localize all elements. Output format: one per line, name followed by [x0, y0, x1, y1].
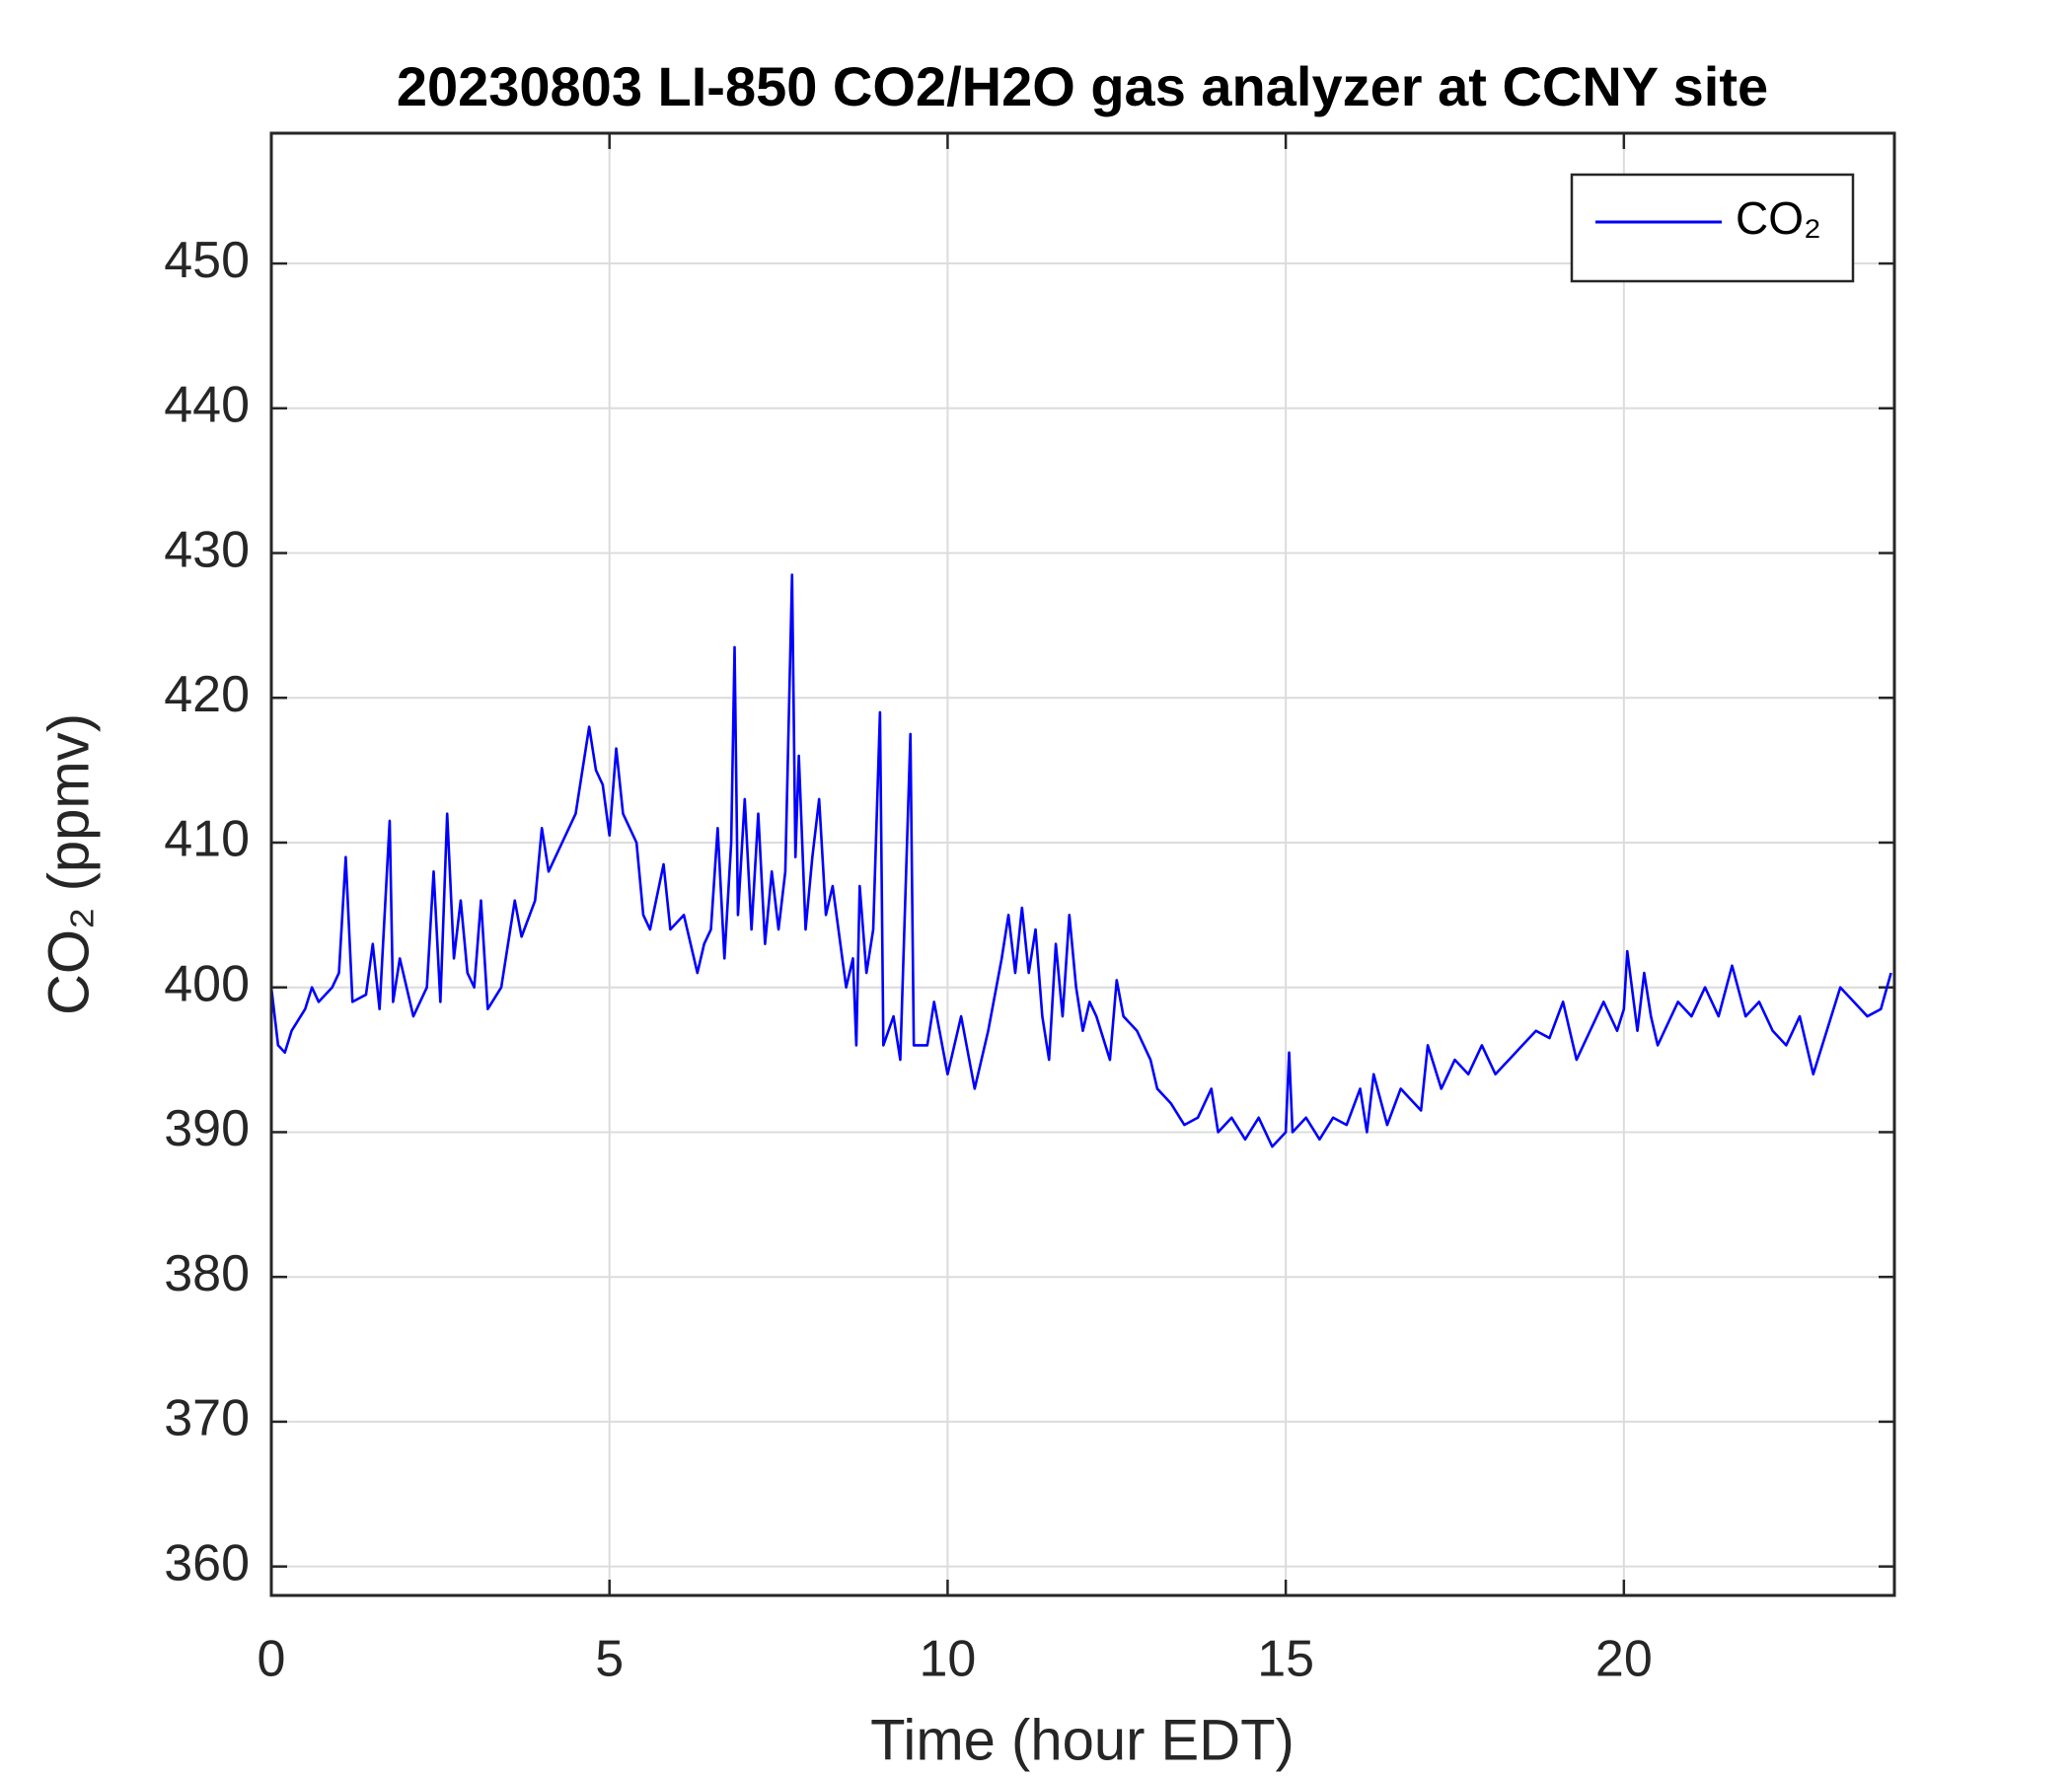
legend-box	[1570, 173, 1855, 283]
y-axis-label: CO₂ (ppmv)	[37, 713, 101, 1015]
data-line	[269, 573, 1892, 1148]
x-tick-label: 10	[919, 1631, 976, 1688]
y-tick-label: 400	[164, 955, 250, 1012]
y-tick-label: 370	[164, 1390, 250, 1447]
y-tick-label: 390	[164, 1100, 250, 1157]
axes-box	[269, 131, 1896, 1597]
y-tick-label: 420	[164, 666, 250, 723]
y-tick-label: 450	[164, 232, 250, 289]
legend-label: CO₂	[1736, 192, 1821, 244]
y-tick-label: 440	[164, 377, 250, 434]
chart-title: 20230803 LI-850 CO2/H2O gas analyzer at …	[397, 55, 1768, 117]
x-tick-label: 0	[258, 1631, 286, 1688]
y-tick-label: 360	[164, 1534, 250, 1591]
y-tick-label: 410	[164, 811, 250, 868]
x-axis-label: Time (hour EDT)	[870, 1708, 1295, 1772]
y-tick-label: 380	[164, 1245, 250, 1302]
y-tick-label: 430	[164, 521, 250, 578]
x-tick-label: 5	[595, 1631, 624, 1688]
x-tick-label: 15	[1257, 1631, 1314, 1688]
x-tick-label: 20	[1595, 1631, 1653, 1688]
